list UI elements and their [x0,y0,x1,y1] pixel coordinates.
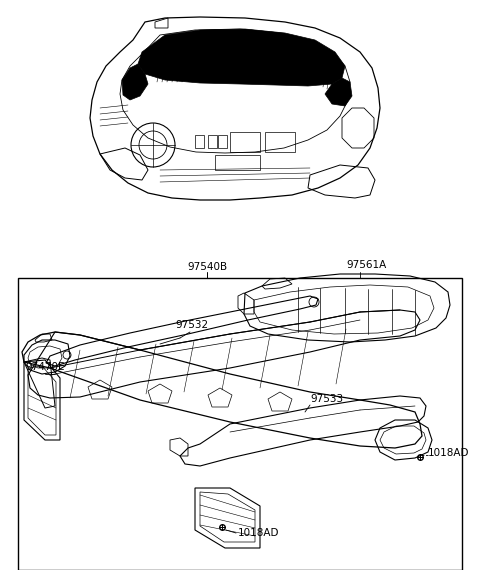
Text: 97540B: 97540B [187,262,227,272]
Text: 1018AD: 1018AD [238,528,279,538]
Text: 97561A: 97561A [346,260,386,270]
Text: 97532: 97532 [175,320,208,330]
Text: 97533: 97533 [310,394,343,404]
Text: 1018AD: 1018AD [428,448,469,458]
Polygon shape [325,78,352,106]
Text: 97470E: 97470E [25,362,64,372]
Polygon shape [122,64,148,100]
Bar [18,278,462,570]
Polygon shape [138,29,345,86]
